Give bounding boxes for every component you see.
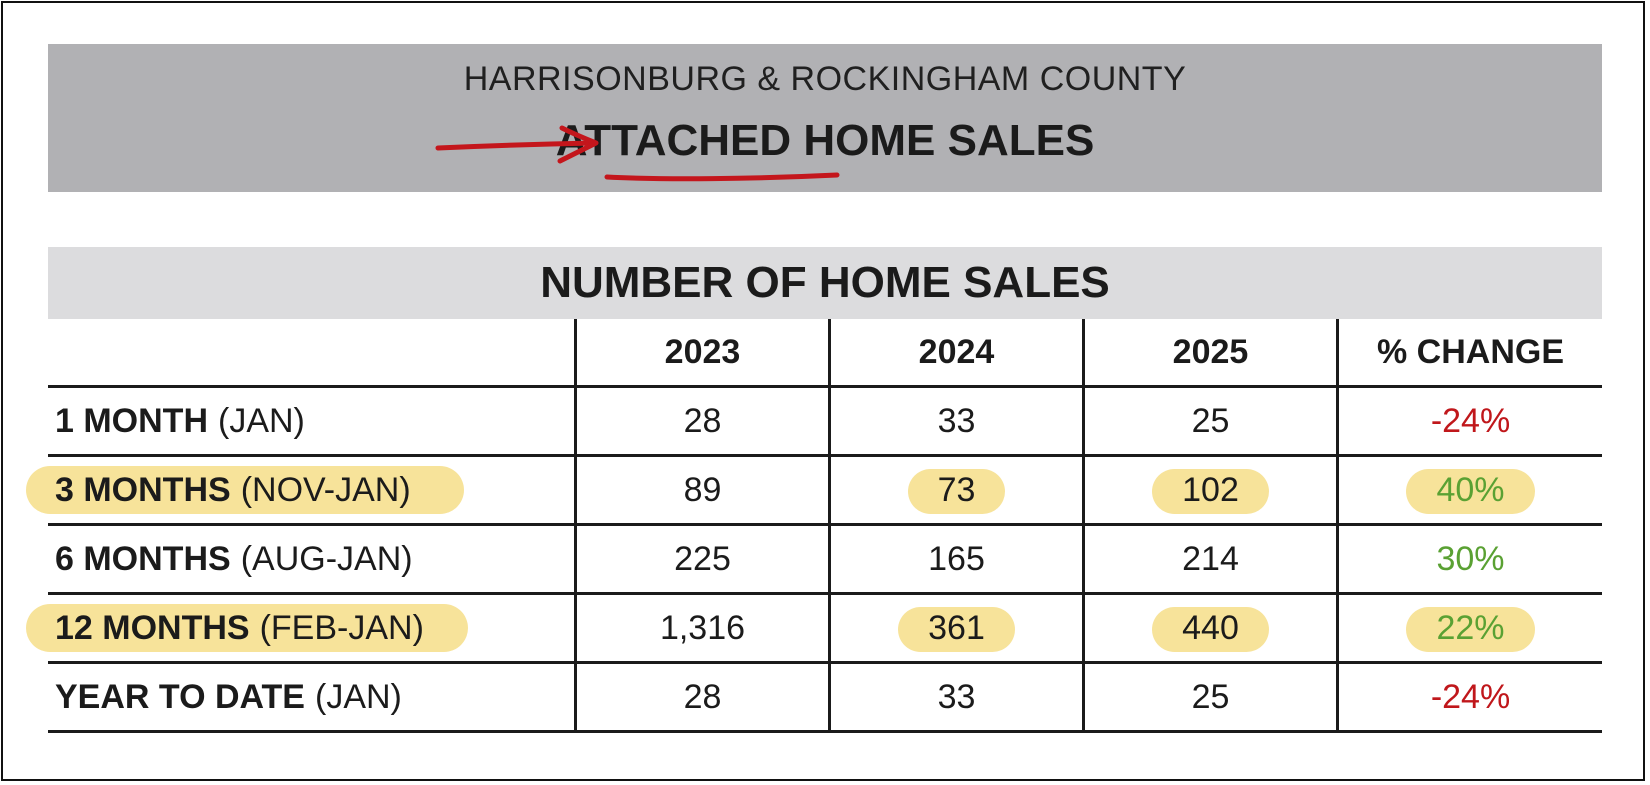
value-2025: 440: [1152, 603, 1269, 654]
red-underline: [604, 172, 840, 182]
value-2023: 89: [574, 457, 828, 523]
red-arrow-icon: [435, 125, 599, 164]
period-range: (FEB-JAN): [259, 608, 424, 647]
period-range: (AUG-JAN): [240, 539, 413, 578]
value-2025: 25: [1082, 388, 1336, 454]
highlight-marker: [26, 466, 464, 514]
table-row: 3 MONTHS (NOV-JAN) 89 73 102 40%: [26, 457, 1602, 526]
period-label: 12 MONTHS: [55, 608, 250, 647]
region-title: HARRISONBURG & ROCKINGHAM COUNTY: [463, 60, 1187, 98]
percent-change: 22%: [1406, 603, 1535, 654]
value-2025-cell: 440: [1082, 595, 1336, 661]
value-2023: 225: [574, 526, 828, 592]
period-label: 1 MONTH: [55, 401, 208, 440]
value-2024: 33: [828, 664, 1082, 730]
value-2024: 165: [828, 526, 1082, 592]
period-cell: YEAR TO DATE (JAN): [48, 664, 574, 730]
value-2025-cell: 102: [1082, 457, 1336, 523]
header-cell-2023: 2023: [574, 319, 828, 385]
header-cell-2024: 2024: [828, 319, 1082, 385]
header-cell-period: [48, 319, 574, 385]
page-title: ATTACHED HOME SALES: [555, 116, 1095, 165]
percent-change-cell: 40%: [1336, 457, 1602, 523]
value-2024: 73: [907, 465, 1006, 516]
period-range: (JAN): [315, 677, 402, 716]
table-row: 6 MONTHS (AUG-JAN) 225 165 214 30%: [48, 526, 1602, 595]
period-label: YEAR TO DATE: [55, 677, 305, 716]
value-2025: 214: [1082, 526, 1336, 592]
period-range: (JAN): [218, 401, 305, 440]
period-label: 6 MONTHS: [55, 539, 231, 578]
percent-change-cell: 22%: [1336, 595, 1602, 661]
value-2023: 1,316: [574, 595, 828, 661]
sales-table: 2023 2024 2025 % CHANGE 1 MONTH (JAN) 28…: [26, 319, 1602, 733]
percent-change: -24%: [1336, 664, 1602, 730]
percent-change: -24%: [1336, 388, 1602, 454]
value-2023: 28: [574, 388, 828, 454]
value-2024-cell: 73: [828, 457, 1082, 523]
percent-change: 40%: [1406, 465, 1535, 516]
value-2025: 102: [1152, 465, 1269, 516]
period-cell: 1 MONTH (JAN): [48, 388, 574, 454]
period-cell: 12 MONTHS (FEB-JAN): [26, 595, 574, 661]
table-row: 12 MONTHS (FEB-JAN) 1,316 361 440 22%: [26, 595, 1602, 664]
value-2023: 28: [574, 664, 828, 730]
period-range: (NOV-JAN): [240, 470, 411, 509]
period-label: 3 MONTHS: [55, 470, 231, 509]
header-cell-change: % CHANGE: [1336, 319, 1602, 385]
value-2024: 33: [828, 388, 1082, 454]
percent-change: 30%: [1336, 526, 1602, 592]
table-header-row: 2023 2024 2025 % CHANGE: [48, 319, 1602, 388]
value-2024: 361: [898, 603, 1015, 654]
table-row: 1 MONTH (JAN) 28 33 25 -24%: [48, 388, 1602, 457]
highlight-marker: [26, 604, 468, 652]
period-cell: 6 MONTHS (AUG-JAN): [48, 526, 574, 592]
section-title: NUMBER OF HOME SALES: [48, 247, 1602, 319]
header-banner: HARRISONBURG & ROCKINGHAM COUNTY ATTACHE…: [48, 44, 1602, 192]
value-2024-cell: 361: [828, 595, 1082, 661]
value-2025: 25: [1082, 664, 1336, 730]
table-row: YEAR TO DATE (JAN) 28 33 25 -24%: [48, 664, 1602, 733]
header-cell-2025: 2025: [1082, 319, 1336, 385]
period-cell: 3 MONTHS (NOV-JAN): [26, 457, 574, 523]
